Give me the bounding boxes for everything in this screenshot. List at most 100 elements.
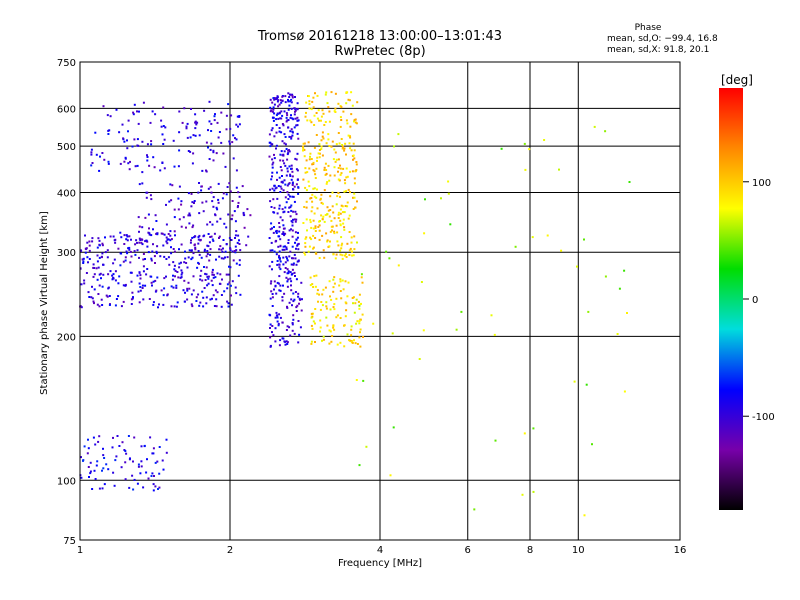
data-point (270, 178, 273, 181)
data-point (332, 211, 335, 214)
data-point (283, 133, 286, 136)
data-point (360, 276, 363, 279)
data-point (283, 271, 286, 274)
data-point (159, 169, 162, 172)
data-point (112, 277, 115, 280)
data-point (152, 447, 155, 450)
data-point (154, 485, 157, 488)
data-point (83, 282, 86, 285)
data-point (291, 235, 294, 238)
data-point (221, 197, 224, 200)
data-point (178, 248, 180, 251)
data-point (223, 222, 226, 225)
data-point (88, 296, 91, 298)
data-point (271, 296, 274, 299)
data-point (289, 215, 292, 218)
data-point (84, 234, 86, 237)
data-point (227, 213, 230, 216)
data-point (295, 124, 298, 127)
data-point (309, 236, 312, 239)
data-point (131, 145, 134, 148)
data-point (185, 226, 187, 229)
data-point (148, 233, 151, 236)
data-point (152, 483, 155, 486)
data-point (272, 106, 275, 109)
data-point (150, 198, 153, 201)
data-point (319, 198, 322, 201)
data-point (335, 158, 338, 161)
data-point (302, 142, 305, 145)
data-point (296, 178, 299, 181)
data-point (332, 306, 335, 309)
data-point (269, 106, 272, 109)
data-point (217, 198, 220, 201)
data-point (167, 238, 170, 241)
data-point (130, 238, 132, 241)
data-point (284, 196, 287, 199)
data-point (288, 96, 291, 98)
data-point (210, 279, 213, 282)
data-point (301, 298, 303, 301)
data-point (286, 341, 289, 344)
data-point (142, 253, 145, 255)
data-point (576, 265, 578, 268)
data-point (628, 181, 631, 183)
data-point (333, 328, 336, 331)
data-point (150, 281, 153, 284)
data-point (169, 183, 172, 186)
data-point (322, 137, 325, 140)
data-point (348, 249, 351, 252)
data-point (353, 192, 356, 195)
data-point (275, 118, 278, 121)
data-point (325, 169, 328, 171)
data-point (293, 200, 296, 203)
data-point (134, 243, 137, 246)
data-point (235, 249, 238, 252)
data-point (292, 195, 295, 198)
data-point (162, 303, 165, 306)
data-point (317, 300, 319, 303)
data-point (326, 213, 329, 216)
data-point (112, 436, 114, 439)
data-point (96, 260, 99, 263)
data-point (188, 287, 191, 290)
data-point (218, 248, 221, 251)
data-point (347, 188, 350, 191)
data-point (190, 293, 193, 296)
data-point (199, 238, 202, 241)
y-tick-label: 200 (57, 332, 76, 343)
data-point (104, 236, 106, 239)
data-point (192, 275, 195, 278)
data-point (206, 250, 209, 252)
data-point (273, 103, 276, 106)
data-point (98, 273, 101, 276)
data-point (197, 236, 200, 239)
data-point (291, 224, 294, 227)
data-point (311, 100, 314, 103)
data-point (173, 264, 176, 267)
data-point (355, 298, 358, 301)
data-point (294, 257, 297, 260)
data-point (146, 268, 149, 270)
data-point (322, 215, 325, 218)
data-point (138, 237, 141, 240)
data-point (346, 201, 349, 204)
data-point (300, 281, 303, 284)
data-point (198, 134, 201, 137)
data-point (115, 298, 118, 300)
data-point (281, 181, 284, 184)
data-point (391, 332, 394, 335)
data-point (287, 270, 290, 273)
data-point (235, 169, 238, 172)
data-point (348, 339, 351, 342)
data-point (94, 131, 97, 134)
data-point (124, 259, 127, 262)
data-point (229, 284, 232, 287)
data-point (297, 292, 300, 295)
data-point (202, 296, 205, 299)
data-point (191, 236, 194, 239)
data-point (162, 143, 165, 145)
data-point (285, 276, 288, 279)
data-point (345, 256, 348, 258)
data-point (186, 287, 189, 290)
